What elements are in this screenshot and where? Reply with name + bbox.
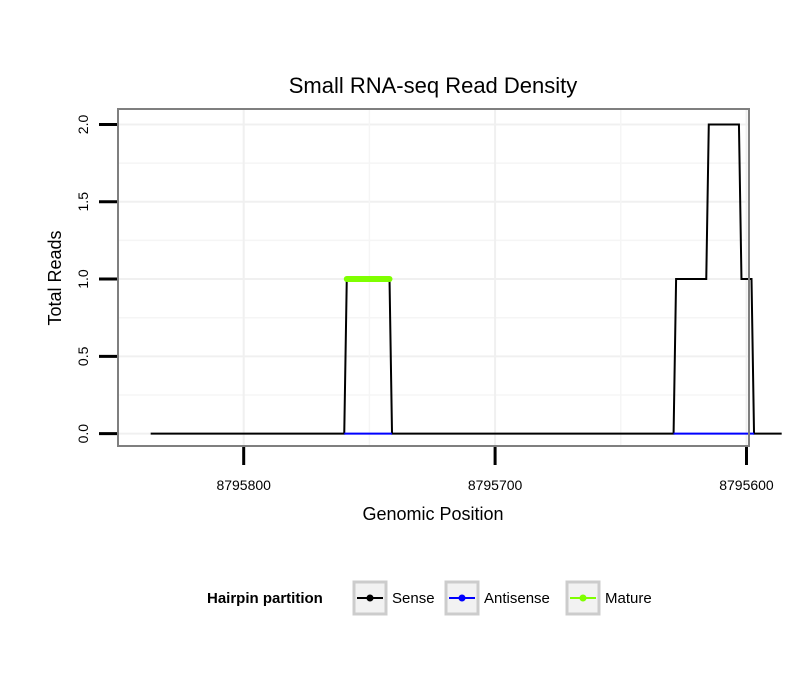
x-tick-label: 8795700 [468,477,523,493]
legend-key-point [579,594,587,602]
y-tick-label: 1.5 [75,192,91,212]
legend-item-sense: Sense [352,580,435,616]
chart-title: Small RNA-seq Read Density [289,73,578,98]
legend-label: Sense [392,590,435,607]
legend: Hairpin partition Sense Antisense Mature [207,580,652,616]
legend-key-point [458,594,466,602]
legend-label: Mature [605,590,652,607]
legend-key-point [366,594,374,602]
y-tick-label: 1.0 [75,269,91,289]
legend-label: Antisense [484,590,550,607]
y-tick-label: 0.5 [75,346,91,366]
legend-item-mature: Mature [565,580,652,616]
y-axis-label: Total Reads [45,230,65,325]
x-tick-label: 8795600 [719,477,774,493]
x-tick-label: 8795800 [216,477,271,493]
legend-title: Hairpin partition [207,590,323,607]
plot-panel-border [117,108,750,447]
grid-layer [118,109,749,446]
x-axis-label: Genomic Position [362,504,503,524]
axis-layer: 0.0 0.5 1.0 1.5 2.0 8795800 8795700 8795600 [75,115,774,493]
y-tick-label: 0.0 [75,424,91,444]
legend-item-antisense: Antisense [444,580,550,616]
y-tick-label: 2.0 [75,115,91,135]
